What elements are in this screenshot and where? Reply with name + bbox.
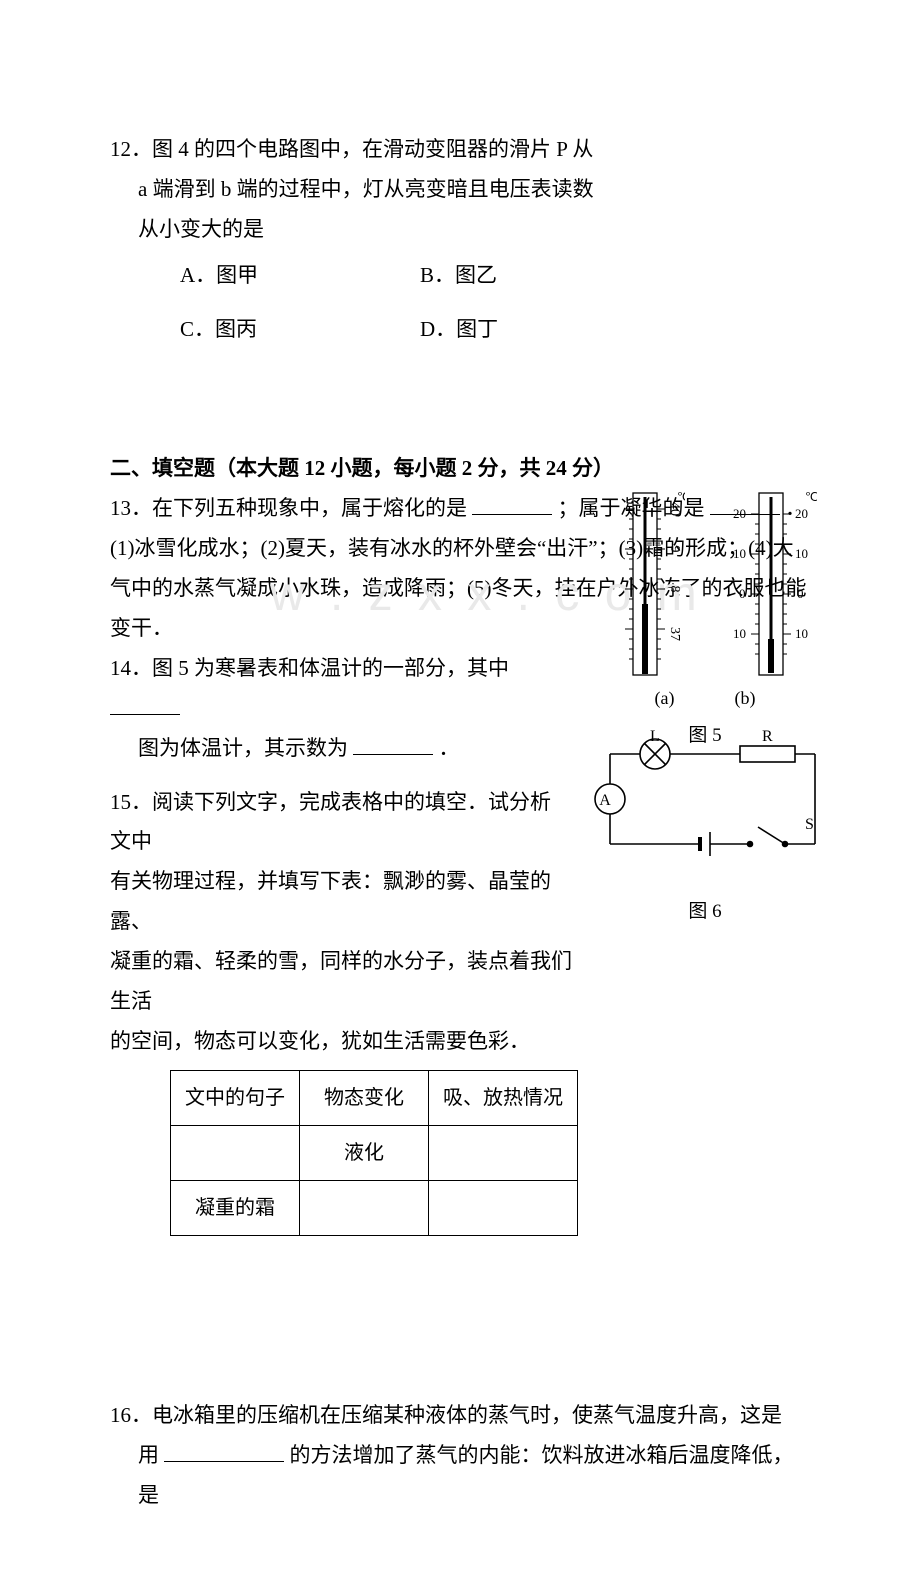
table-header: 吸、放热情况 (429, 1070, 578, 1125)
therm-b-tick: 0 (797, 586, 804, 601)
q14-line2a: 图为体温计，其示数为 (138, 736, 348, 760)
section-2-title: 二、填空题（本大题 12 小题，每小题 2 分，共 24 分） (110, 449, 810, 489)
q15-line3: 凝重的霜、轻柔的雪，同样的水分子，装点着我们生活 (110, 942, 590, 1022)
table-row: 文中的句子 物态变化 吸、放热情况 (171, 1070, 578, 1125)
table-cell (300, 1180, 429, 1235)
fig6-caption: 图 6 (580, 894, 830, 930)
q12-line1: 12．图 4 的四个电路图中，在滑动变阻器的滑片 P 从 (110, 130, 810, 170)
table-row: 凝重的霜 (171, 1180, 578, 1235)
q14-line1: 14．图 5 为寒暑表和体温计的一部分，其中 (110, 656, 509, 680)
therm-b-tick: 10 (795, 546, 808, 561)
q12-line3: 从小变大的是 (138, 210, 810, 250)
q15-table: 文中的句子 物态变化 吸、放热情况 液化 凝重的霜 (170, 1070, 578, 1236)
therm-b-tick: 20 (795, 506, 808, 521)
table-row: 液化 (171, 1125, 578, 1180)
table-header: 文中的句子 (171, 1070, 300, 1125)
question-12: 12．图 4 的四个电路图中，在滑动变阻器的滑片 P 从 a 端滑到 b 端的过… (110, 130, 810, 349)
therm-a-tick: 9 (667, 546, 682, 553)
q13-part-a: 13．在下列五种现象中，属于熔化的是 (110, 496, 467, 520)
figure-5: 40 9 8 37 ℃ (580, 489, 830, 753)
q16-line1: 16．电冰箱里的压缩机在压缩某种液体的蒸气时，使蒸气温度升高，这是 (110, 1396, 810, 1436)
q15-line4: 的空间，物态可以变化，犹如生活需要色彩． (110, 1022, 560, 1062)
q15-line2: 有关物理过程，并填写下表：飘渺的雾、晶莹的露、 (110, 862, 560, 942)
fig5-label-b: (b) (734, 681, 755, 715)
circuit-label-a: A (599, 792, 611, 809)
therm-b-tick: 10 (733, 626, 746, 641)
q14-line2b: ． (439, 736, 460, 760)
celsius-unit: ℃ (677, 490, 685, 504)
table-cell: 液化 (300, 1125, 429, 1180)
fig5-label-a: (a) (655, 681, 675, 715)
q12-line2: a 端滑到 b 端的过程中，灯从亮变暗且电压表读数 (138, 170, 810, 210)
therm-b-tick: 10 (733, 546, 746, 561)
q12-option-d: D．图丁 (420, 310, 498, 350)
circuit-label-l: L (650, 729, 660, 745)
blank (353, 731, 433, 755)
blank (164, 1438, 284, 1462)
therm-b-tick: 0 (739, 586, 746, 601)
table-header: 物态变化 (300, 1070, 429, 1125)
q12-option-c: C．图丙 (180, 310, 420, 350)
blank (472, 491, 552, 515)
therm-b-tick: 10 (795, 626, 808, 641)
q12-option-a: A．图甲 (180, 256, 420, 296)
therm-a-tick: 40 (667, 502, 682, 516)
blank (110, 691, 180, 715)
q12-option-b: B．图乙 (420, 256, 497, 296)
table-cell (429, 1125, 578, 1180)
table-cell (171, 1125, 300, 1180)
circuit-label-s: S (805, 816, 814, 833)
therm-a-tick: 37 (667, 627, 682, 641)
celsius-unit: ℃ (805, 490, 817, 504)
therm-a-tick: 8 (667, 586, 682, 593)
therm-b-tick: 20 (733, 506, 746, 521)
table-cell (429, 1180, 578, 1235)
q16-line2a: 用 (138, 1443, 159, 1467)
thermometer-b: 20 20 10 10 0 0 10 10 ℃ (725, 489, 805, 679)
q12-options: A．图甲 B．图乙 C．图丙 D．图丁 (180, 256, 810, 350)
table-cell: 凝重的霜 (171, 1180, 300, 1235)
circuit-label-r: R (762, 729, 773, 745)
thermometer-a: 40 9 8 37 ℃ (605, 489, 685, 679)
figure-6: L R A S 图 6 (580, 729, 830, 930)
q15-line1: 15．阅读下列文字，完成表格中的填空．试分析文中 (110, 783, 560, 863)
question-16: 16．电冰箱里的压缩机在压缩某种液体的蒸气时，使蒸气温度升高，这是 用 的方法增… (110, 1396, 810, 1516)
